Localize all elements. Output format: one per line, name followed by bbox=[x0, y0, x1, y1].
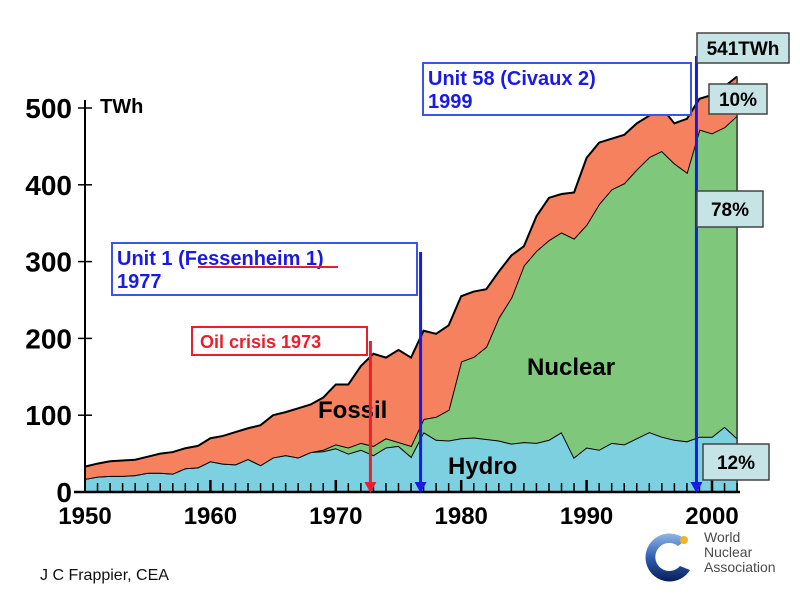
share-badge-fossil: 10% bbox=[708, 83, 768, 115]
y-tick-labels: 0 100 200 300 400 500 bbox=[25, 93, 92, 508]
line-fossil-top bbox=[84, 75, 738, 468]
share-badge-nuclear-text: 78% bbox=[711, 200, 749, 221]
wna-logo-line1: World bbox=[704, 529, 741, 545]
y-tick-label: 300 bbox=[25, 247, 72, 278]
annotation-civaux: Unit 58 (Civaux 2) 1999 bbox=[422, 62, 692, 116]
event-arrows bbox=[364, 56, 703, 493]
x-minor-ticks bbox=[96, 480, 738, 492]
annotation-fessenheim-line2: 1977 bbox=[117, 271, 162, 293]
annotation-fessenheim-line1: Unit 1 (Fessenheim 1) bbox=[117, 248, 324, 270]
series-label-nuclear: Nuclear bbox=[527, 354, 615, 381]
wna-logo-line3: Association bbox=[704, 559, 776, 575]
series-label-fossil: Fossil bbox=[318, 397, 387, 424]
area-nuclear bbox=[85, 115, 738, 479]
stacked-areas bbox=[84, 75, 738, 492]
total-badge-text: 541TWh bbox=[707, 39, 780, 60]
y-axis-unit: TWh bbox=[100, 96, 143, 118]
y-tick-label: 0 bbox=[56, 477, 72, 508]
arrow-civaux-head bbox=[690, 482, 703, 493]
wna-logo-icon bbox=[645, 533, 690, 582]
series-label-hydro: Hydro bbox=[448, 453, 517, 480]
x-tick-label: 1960 bbox=[184, 503, 237, 530]
x-tick-labels: 1950 1960 1970 1980 1990 2000 bbox=[58, 503, 738, 530]
area-fossil bbox=[85, 76, 738, 479]
x-tick-label: 2000 bbox=[685, 503, 738, 530]
wna-logo-line2: Nuclear bbox=[704, 544, 753, 560]
area-hydro bbox=[85, 426, 738, 492]
y-tick-label: 200 bbox=[25, 323, 72, 354]
y-tick-label: 500 bbox=[25, 93, 72, 124]
annotation-fessenheim: Unit 1 (Fessenheim 1) 1977 bbox=[111, 242, 418, 296]
y-tick-label: 100 bbox=[25, 400, 72, 431]
total-badge: 541TWh bbox=[696, 32, 790, 64]
y-tick-label: 400 bbox=[25, 170, 72, 201]
world-nuclear-association-logo: World Nuclear Association bbox=[640, 528, 800, 588]
axes bbox=[74, 100, 740, 494]
annotation-civaux-line1: Unit 58 (Civaux 2) bbox=[428, 68, 596, 90]
annotation-oil-crisis-text: Oil crisis 1973 bbox=[200, 332, 321, 352]
x-tick-label: 1970 bbox=[309, 503, 362, 530]
share-badge-fossil-text: 10% bbox=[719, 90, 757, 111]
x-tick-label: 1980 bbox=[435, 503, 488, 530]
annotation-civaux-line2: 1999 bbox=[428, 91, 473, 113]
annotation-oil-crisis: Oil crisis 1973 bbox=[191, 326, 368, 356]
arrow-fessenheim-head bbox=[414, 482, 427, 493]
x-tick-label: 1990 bbox=[560, 503, 613, 530]
share-badge-nuclear: 78% bbox=[696, 190, 764, 228]
arrow-oil-crisis-head bbox=[364, 482, 377, 493]
credit-text: J C Frappier, CEA bbox=[40, 567, 169, 584]
share-badge-hydro-text: 12% bbox=[717, 453, 755, 474]
share-badge-hydro: 12% bbox=[702, 443, 770, 481]
x-tick-label: 1950 bbox=[58, 503, 111, 530]
